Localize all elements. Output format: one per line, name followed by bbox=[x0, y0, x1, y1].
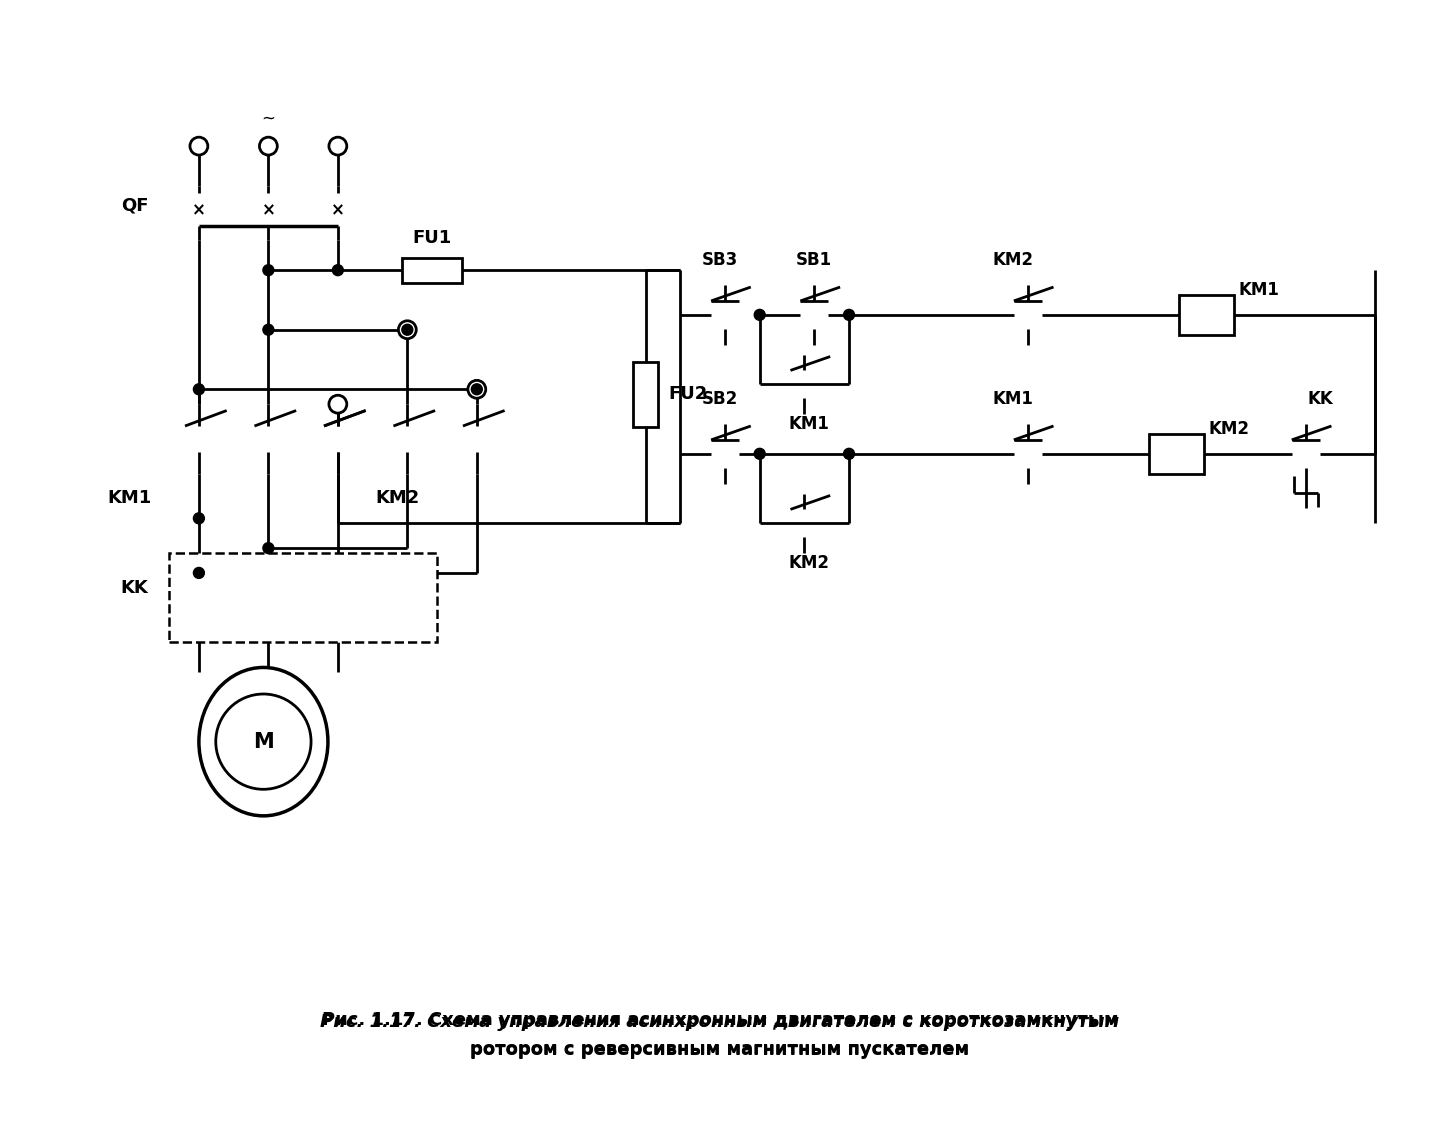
Text: KK: KK bbox=[121, 578, 148, 596]
Text: Рис. 1.17. Схема управления асинхронным двигателем с короткозамкнутым: Рис. 1.17. Схема управления асинхронным … bbox=[321, 1011, 1119, 1029]
Text: KM2: KM2 bbox=[376, 490, 419, 508]
Circle shape bbox=[328, 395, 347, 413]
Text: ~: ~ bbox=[262, 109, 275, 127]
Text: ×: × bbox=[192, 202, 206, 220]
Circle shape bbox=[844, 309, 854, 320]
Text: Рис. 1.17. Схема управления асинхронным двигателем с короткозамкнутым: Рис. 1.17. Схема управления асинхронным … bbox=[320, 1013, 1120, 1031]
Text: KM2: KM2 bbox=[1208, 420, 1248, 438]
Text: FU1: FU1 bbox=[412, 229, 452, 247]
Bar bbox=[1179, 295, 1234, 335]
Circle shape bbox=[328, 137, 347, 155]
Text: KM1: KM1 bbox=[789, 416, 829, 433]
Bar bbox=[168, 553, 438, 642]
Text: SB2: SB2 bbox=[701, 390, 739, 409]
Text: ×: × bbox=[331, 202, 344, 220]
Ellipse shape bbox=[216, 694, 311, 789]
Circle shape bbox=[264, 265, 274, 275]
Circle shape bbox=[468, 381, 485, 399]
Circle shape bbox=[755, 448, 765, 459]
Bar bbox=[634, 362, 658, 427]
Text: QF: QF bbox=[121, 197, 148, 214]
Circle shape bbox=[471, 384, 482, 395]
Circle shape bbox=[333, 265, 343, 275]
Text: ×: × bbox=[262, 202, 275, 220]
Text: KM1: KM1 bbox=[1238, 281, 1279, 299]
Circle shape bbox=[259, 137, 278, 155]
Bar bbox=[402, 258, 462, 283]
Text: ротором с реверсивным магнитным пускателем: ротором с реверсивным магнитным пускател… bbox=[471, 1041, 969, 1059]
Text: SB3: SB3 bbox=[701, 252, 739, 270]
Text: ротором с реверсивным магнитным пускателем: ротором с реверсивным магнитным пускател… bbox=[471, 1040, 969, 1058]
Circle shape bbox=[264, 325, 274, 335]
Text: KM1: KM1 bbox=[108, 490, 151, 508]
Circle shape bbox=[193, 567, 204, 578]
Text: SB1: SB1 bbox=[796, 252, 832, 270]
Circle shape bbox=[264, 542, 274, 554]
Text: KM2: KM2 bbox=[789, 554, 829, 572]
Circle shape bbox=[755, 309, 765, 320]
Circle shape bbox=[190, 137, 207, 155]
Text: KM1: KM1 bbox=[992, 390, 1034, 409]
Text: KM2: KM2 bbox=[992, 252, 1034, 270]
Bar bbox=[1149, 433, 1204, 474]
Text: KK: KK bbox=[1308, 390, 1333, 409]
Ellipse shape bbox=[199, 667, 328, 815]
Circle shape bbox=[402, 325, 413, 335]
Circle shape bbox=[399, 321, 416, 339]
Text: FU2: FU2 bbox=[668, 385, 707, 403]
Circle shape bbox=[193, 513, 204, 523]
Circle shape bbox=[193, 384, 204, 395]
Circle shape bbox=[844, 448, 854, 459]
Text: M: M bbox=[253, 732, 274, 751]
